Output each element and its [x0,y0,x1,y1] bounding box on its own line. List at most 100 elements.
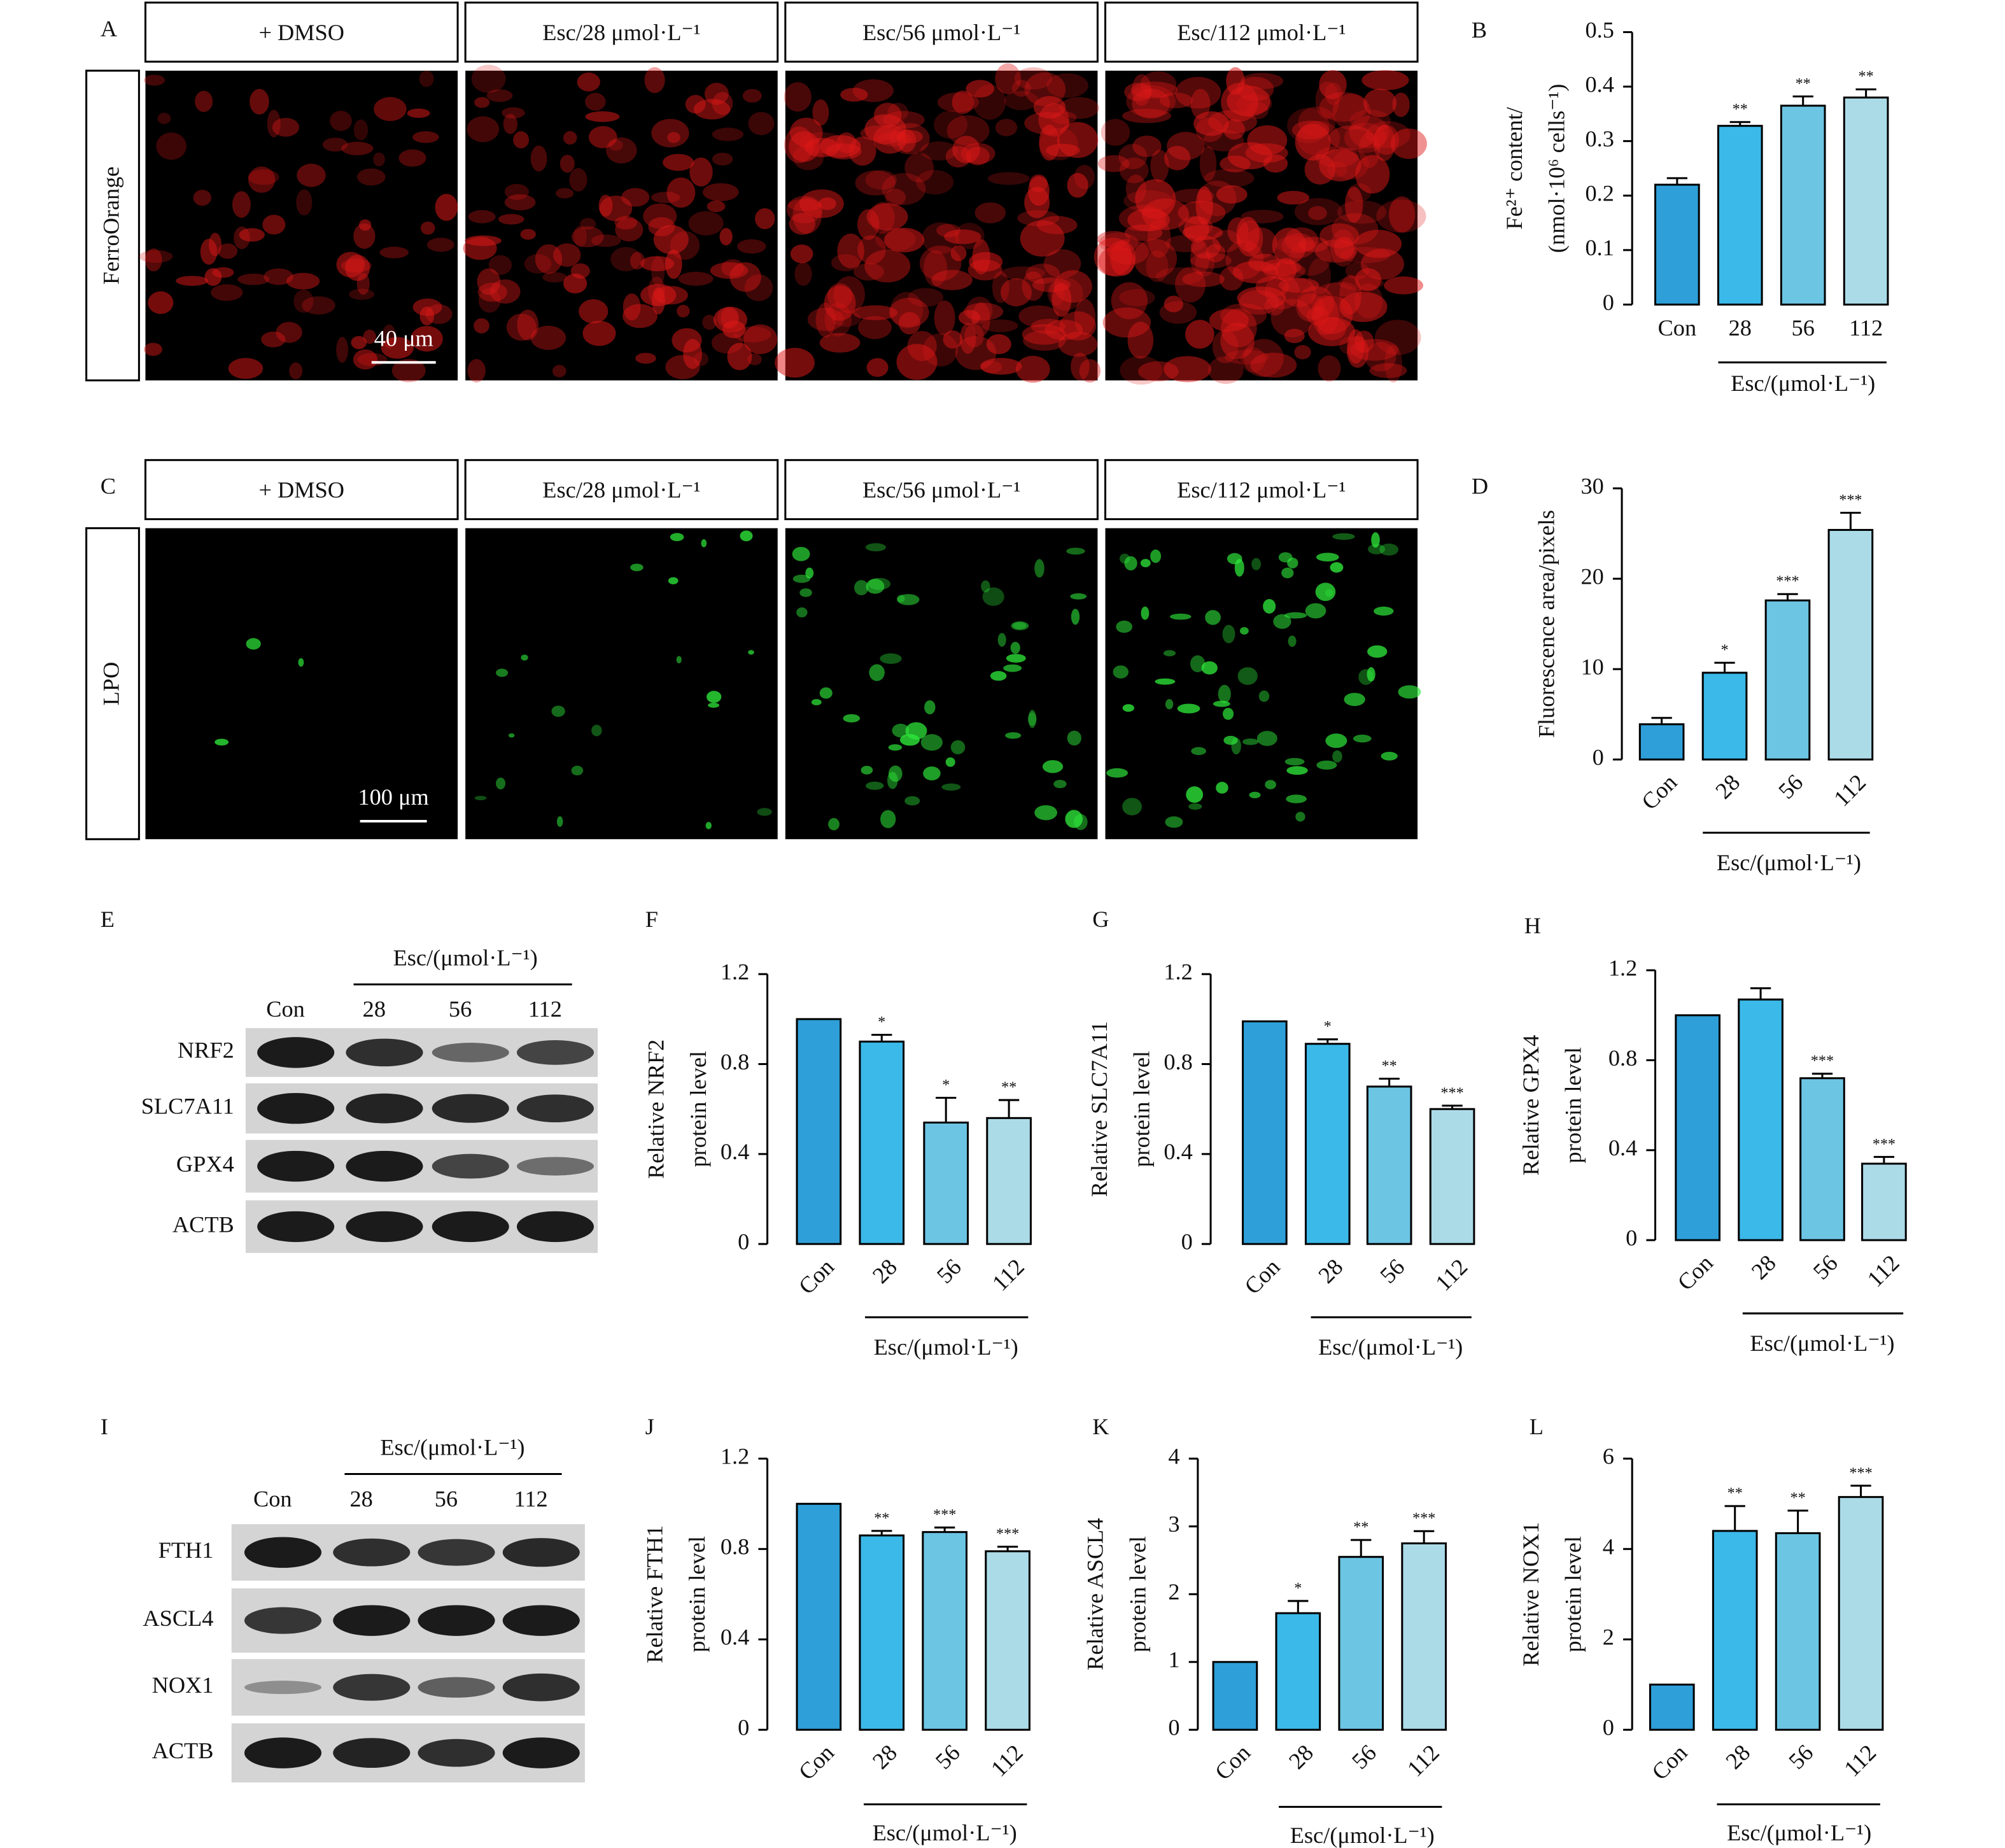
cell [267,109,281,138]
cell [833,276,865,313]
cell [1384,344,1402,383]
cell [819,687,833,699]
significance: *** [1839,491,1862,509]
band [418,1677,495,1698]
scale-bar-label: 40 μm [374,325,433,351]
cell [866,358,889,377]
cell [157,113,171,124]
cell [357,168,386,186]
bar [985,1550,1031,1731]
cell [1195,117,1224,143]
bar [1366,1085,1412,1245]
bar [1649,1683,1695,1731]
cell [1043,249,1081,279]
y-axis-label: protein level [1125,1536,1150,1653]
cell [888,765,903,782]
cell [1018,305,1059,327]
cell [363,329,376,344]
bar [796,1502,842,1731]
cell [1287,557,1298,568]
cell [748,111,775,136]
cell [1102,307,1151,338]
cell [1237,286,1286,310]
band [418,1739,495,1767]
lane-label: 56 [435,1486,458,1511]
cell [702,314,717,330]
protein-label: ACTB [152,1738,214,1763]
cell [1220,155,1251,173]
cell [1354,229,1402,258]
cell [1263,154,1288,173]
cell [591,234,621,247]
cell [556,816,563,827]
cell [218,243,238,259]
lane-label: 112 [528,996,562,1022]
cell [651,256,665,286]
cell [261,331,286,348]
y-tick-label: 0.4 [1586,71,1614,97]
cell [521,654,528,661]
cell [1124,83,1153,101]
cell [1116,620,1132,633]
cell [1284,758,1305,766]
y-axis-label: Fe²⁺ content/ [1502,106,1527,229]
cell [1033,95,1066,119]
cell [683,339,702,369]
y-tick-label: 0 [1168,1715,1179,1740]
cell [937,92,979,113]
x-axis-label: Esc/(μmol·L⁻¹) [1290,1823,1435,1848]
cell [506,313,537,341]
x-tick-label: Con [1210,1740,1255,1785]
error-bar [1777,593,1798,601]
cell [1298,106,1336,138]
cell [1361,70,1409,90]
y-axis-label: (nmol·10⁶ cells⁻¹) [1544,84,1569,253]
cell [1355,155,1390,194]
cell [577,73,600,92]
cell [426,237,454,252]
cell [868,577,891,590]
cell [276,321,302,343]
cell [670,533,684,542]
cell [1264,297,1285,316]
cell [880,653,902,664]
cell [1159,92,1193,109]
cell [272,118,300,137]
cell [1260,259,1302,276]
error-bar [1840,511,1861,530]
cell [1354,268,1381,292]
cell [931,269,973,290]
cell [1127,321,1154,359]
cell [1122,704,1134,712]
cell [1315,81,1339,120]
bar [796,1018,842,1245]
bar [859,1040,905,1245]
cell [623,304,658,328]
cell [465,235,502,246]
condition-box [464,459,779,521]
band [244,1737,322,1768]
cell [815,302,836,337]
cell [1070,593,1087,600]
cell [1275,258,1297,282]
cell [707,691,722,703]
panel-label: E [101,906,115,932]
cell [707,200,726,213]
panel-label: H [1524,913,1541,938]
band [346,1211,423,1243]
cell [651,118,689,148]
cell [1031,318,1066,334]
cell [1354,330,1374,353]
micrograph [145,528,458,840]
condition-box [144,1,459,63]
cell [819,333,861,353]
cell [950,245,967,262]
cell [1306,306,1330,325]
cell [1025,264,1060,284]
condition-label: Esc/112 μmol·L⁻¹ [1177,477,1346,503]
cell [945,757,955,767]
protein-label: NOX1 [152,1672,214,1698]
cell [836,132,856,153]
cell [297,164,326,187]
bar [1638,723,1685,761]
